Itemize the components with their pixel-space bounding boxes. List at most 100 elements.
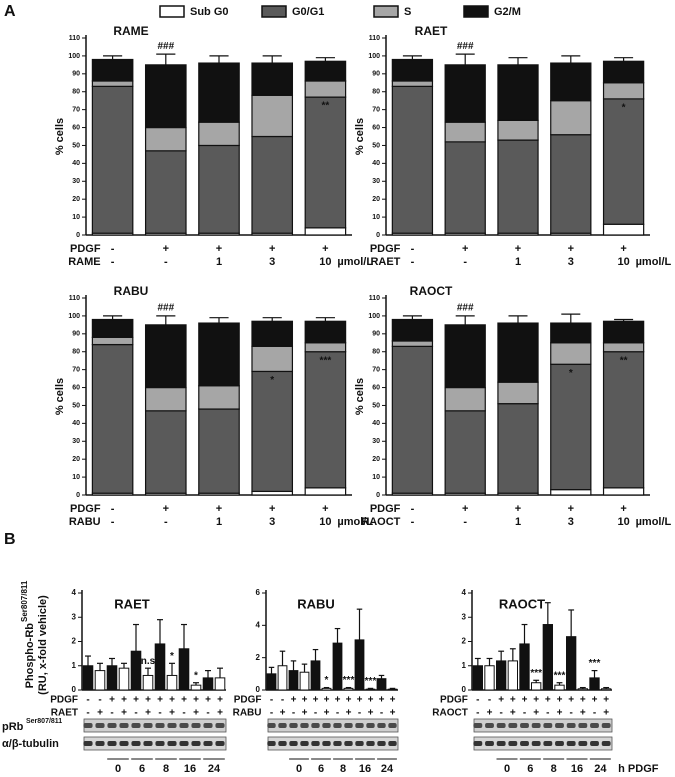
blot-band — [543, 741, 553, 746]
chart-title: RAET — [415, 24, 448, 38]
time-label: 16 — [184, 763, 196, 775]
y-tick-label: 30 — [372, 178, 380, 185]
condition-value: + — [603, 708, 609, 719]
bar — [142, 674, 154, 691]
blot-band — [543, 723, 553, 728]
bar-segment — [198, 322, 240, 387]
bar — [542, 624, 554, 691]
blot-band — [344, 741, 353, 746]
y-tick-label: 100 — [68, 313, 80, 320]
panel-label: B — [4, 531, 16, 548]
blot-band — [119, 723, 129, 728]
condition-value: - — [358, 708, 361, 719]
condition-value: + — [193, 708, 199, 719]
blot-band — [289, 723, 298, 728]
condition-value: + — [109, 695, 115, 706]
condition-value: + — [568, 243, 574, 255]
bar-segment — [91, 85, 134, 234]
condition-value: - — [206, 708, 209, 719]
bar-segment — [304, 351, 347, 489]
blot-band — [333, 723, 342, 728]
chart-title: RABU — [114, 284, 149, 298]
condition-value: - — [98, 695, 101, 706]
y-tick-label: 110 — [369, 295, 380, 302]
legend-swatch — [159, 5, 185, 18]
time-label: 6 — [318, 763, 324, 775]
blot-band — [601, 723, 611, 728]
bar-segment — [391, 58, 434, 82]
condition-value: + — [580, 695, 586, 706]
condition-value: - — [164, 256, 168, 268]
blot-band — [590, 723, 599, 728]
y-tick-label: 0 — [256, 685, 261, 694]
blot-band — [366, 741, 375, 746]
condition-value: + — [510, 708, 516, 719]
condition-value: 10 — [319, 516, 331, 528]
significance-label: n.s — [141, 656, 156, 667]
legend-swatch — [261, 5, 287, 18]
blot-band — [508, 723, 518, 728]
blot-band — [267, 741, 276, 746]
y-tick-label: 60 — [72, 124, 80, 131]
condition-value: + — [510, 695, 516, 706]
y-tick-label: 10 — [372, 474, 380, 481]
y-tick-label: 110 — [369, 35, 380, 42]
bar — [82, 665, 94, 691]
condition-value: + — [181, 695, 187, 706]
significance-label: *** — [530, 668, 542, 679]
condition-value: + — [603, 695, 609, 706]
bar — [202, 677, 214, 691]
bar — [118, 667, 130, 691]
condition-value: + — [533, 695, 539, 706]
y-tick-label: 110 — [69, 35, 80, 42]
bar-segment — [550, 489, 592, 496]
bar-segment — [391, 318, 434, 342]
bar-segment — [444, 64, 486, 123]
condition-value: + — [557, 695, 563, 706]
y-tick-label: 10 — [72, 474, 80, 481]
bar — [277, 665, 288, 691]
blot-band — [366, 723, 375, 728]
condition-value: - — [476, 708, 479, 719]
y-tick-label: 0 — [72, 685, 77, 694]
time-label: 0 — [296, 763, 302, 775]
y-tick-label: 2 — [256, 653, 261, 662]
y-tick-label: 3 — [462, 612, 467, 621]
unit: µmol/L — [636, 516, 672, 528]
blot-band — [520, 741, 529, 746]
condition-value: - — [569, 708, 572, 719]
condition-value: 3 — [269, 256, 275, 268]
condition-value: - — [111, 243, 115, 255]
y-tick-label: 90 — [72, 71, 80, 78]
blot-band — [578, 723, 588, 728]
y-tick-label: 0 — [76, 492, 80, 499]
bar-segment — [144, 64, 187, 129]
condition-value: 3 — [568, 256, 574, 268]
bar-segment — [444, 121, 486, 143]
y-tick-label: 20 — [372, 456, 380, 463]
y-tick-label: 110 — [69, 295, 80, 302]
bar — [472, 665, 483, 691]
condition-value: + — [322, 243, 328, 255]
condition-value: + — [217, 695, 223, 706]
legend-swatch — [463, 5, 489, 18]
y-tick-label: 0 — [76, 232, 80, 239]
time-label: 24 — [381, 763, 394, 775]
blot-band — [278, 723, 287, 728]
condition-value: + — [568, 695, 574, 706]
y-tick-label: 80 — [372, 89, 380, 96]
bar-segment — [198, 121, 240, 147]
condition-value: + — [169, 695, 175, 706]
bar — [130, 650, 142, 691]
blot-band — [555, 741, 564, 746]
blot-band — [496, 723, 506, 728]
unit: µmol/L — [636, 256, 672, 268]
bar-segment — [550, 62, 592, 102]
y-tick-label: 20 — [372, 196, 380, 203]
condition-value: + — [379, 695, 385, 706]
bar-segment — [444, 141, 486, 234]
bar — [507, 660, 518, 691]
bar — [566, 636, 577, 691]
y-tick-label: 100 — [68, 53, 80, 60]
